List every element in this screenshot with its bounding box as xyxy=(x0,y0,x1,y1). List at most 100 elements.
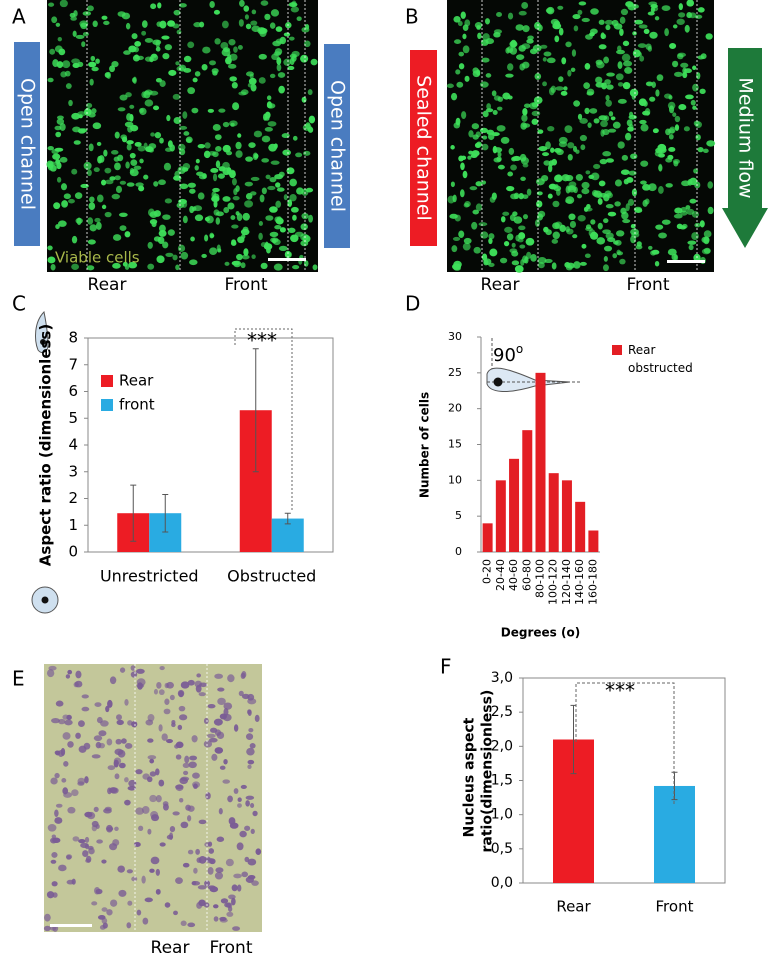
cell xyxy=(156,255,165,264)
cell xyxy=(500,136,510,144)
cell xyxy=(526,251,532,259)
cell xyxy=(630,153,638,160)
cell xyxy=(162,214,171,220)
cell xyxy=(47,145,54,151)
cell xyxy=(305,187,314,193)
y-tick-label: 1,5 xyxy=(491,773,513,789)
cell xyxy=(169,825,176,833)
cell xyxy=(604,19,614,25)
cell xyxy=(209,1,215,9)
cell xyxy=(290,234,299,243)
cell xyxy=(270,160,280,165)
cell xyxy=(175,61,180,66)
cell xyxy=(180,821,189,829)
cell xyxy=(231,82,238,89)
significance-label: *** xyxy=(605,679,635,703)
cell xyxy=(537,257,547,264)
channel-box xyxy=(324,44,350,248)
cell xyxy=(94,702,102,707)
cell xyxy=(273,263,283,271)
cell xyxy=(223,702,233,710)
cell xyxy=(104,806,112,812)
channel-label: Open channel xyxy=(327,80,349,212)
cell xyxy=(654,16,660,21)
cell xyxy=(192,77,198,83)
cell xyxy=(118,212,128,217)
cell xyxy=(542,152,550,157)
cell xyxy=(197,143,206,149)
cell xyxy=(187,922,196,928)
cell xyxy=(687,179,693,186)
cell xyxy=(307,89,313,96)
cell xyxy=(520,176,526,181)
cell xyxy=(598,44,607,50)
cell xyxy=(585,34,593,40)
cell xyxy=(480,231,489,239)
cell xyxy=(222,144,231,153)
cell xyxy=(154,132,162,139)
cell xyxy=(617,61,623,70)
cell xyxy=(103,20,110,26)
cell xyxy=(222,121,230,128)
cell xyxy=(605,203,614,209)
cell xyxy=(112,234,122,241)
cell xyxy=(678,12,686,18)
cell xyxy=(632,31,637,36)
cell xyxy=(101,917,108,924)
cell xyxy=(496,125,506,132)
cell xyxy=(163,803,169,811)
cell xyxy=(680,62,689,68)
cell xyxy=(567,69,572,77)
cell xyxy=(208,848,215,854)
cell xyxy=(451,245,458,253)
cell xyxy=(590,8,599,15)
x-tick-label: 120-140 xyxy=(560,559,573,605)
cell xyxy=(605,94,610,101)
cell xyxy=(81,706,90,712)
cell xyxy=(511,156,517,162)
angle-unit: o xyxy=(516,342,523,356)
cell xyxy=(198,819,207,825)
cell xyxy=(624,66,633,74)
cell xyxy=(250,803,255,809)
cell xyxy=(148,147,155,153)
cell xyxy=(158,689,165,696)
cell xyxy=(158,724,163,732)
cell xyxy=(595,59,603,65)
cell xyxy=(605,24,611,31)
cell xyxy=(484,18,490,25)
cell xyxy=(705,33,713,40)
cell xyxy=(239,0,245,7)
cell xyxy=(94,217,101,223)
cell xyxy=(232,102,240,111)
cell xyxy=(600,120,608,128)
cell xyxy=(87,239,96,245)
cell xyxy=(223,758,228,765)
cell xyxy=(289,194,297,202)
cell xyxy=(471,123,480,130)
cell xyxy=(629,123,634,129)
cell xyxy=(46,891,55,899)
cell xyxy=(182,111,188,119)
cell xyxy=(281,133,290,139)
cell xyxy=(672,112,677,117)
cell xyxy=(537,129,544,134)
cell xyxy=(664,28,669,37)
cell xyxy=(149,868,155,873)
cell xyxy=(583,82,590,90)
cell xyxy=(206,733,216,739)
cell xyxy=(251,880,259,886)
cell xyxy=(247,764,252,769)
cell xyxy=(460,162,465,171)
cell xyxy=(109,787,118,794)
cell xyxy=(138,825,144,831)
cell xyxy=(190,236,195,242)
cell xyxy=(593,163,601,170)
cell xyxy=(134,41,142,47)
cell xyxy=(191,107,199,114)
cell xyxy=(93,806,99,813)
cell xyxy=(566,262,575,269)
cell xyxy=(690,99,696,106)
cell xyxy=(686,0,695,7)
cell xyxy=(693,120,700,126)
